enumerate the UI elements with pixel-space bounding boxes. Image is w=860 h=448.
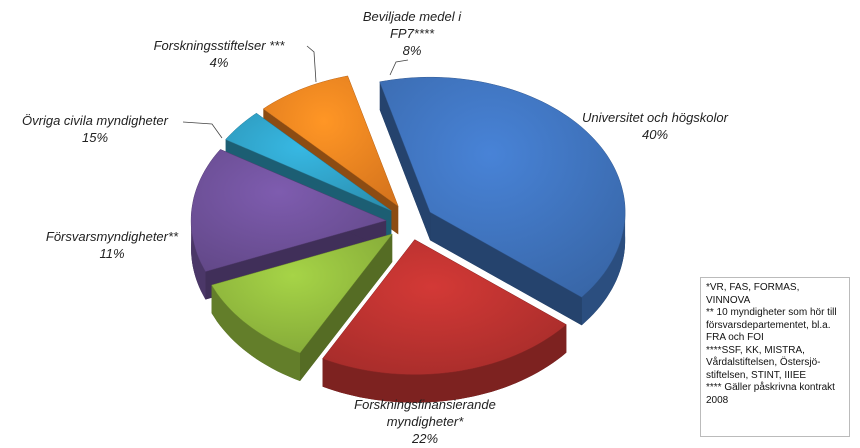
slice-wall [379,81,431,241]
value-label: 40% [641,127,669,142]
value-label: 4% [209,55,229,70]
footnote: ** 10 myndigheter som hör till försvarsd… [706,307,837,343]
category-label: Universitet och högskolor [582,110,728,125]
footnotes: *VR, FAS, FORMAS, VINNOVA ** 10 myndighet… [700,277,850,437]
slice-label: Beviljade medel i FP7**** 8% [355,8,470,59]
value-label: 22% [411,431,439,446]
slice-top [322,239,567,375]
slice-top [379,76,626,298]
footnote: *VR, FAS, FORMAS, VINNOVA [706,282,800,306]
value-label: 15% [81,130,109,145]
slice-side [211,285,300,381]
slice-label: Forskningsfinansierande myndigheter* 22% [320,396,530,447]
footnote: **** Gäller påskrivna kontrakt 2008 [706,382,835,406]
leader-line [389,59,409,76]
slice-wall [300,234,393,381]
slices [190,75,626,403]
value-label: 11% [99,246,125,261]
slice-top [262,75,399,207]
category-label: Övriga civila myndigheter [22,113,168,128]
slice-top [190,149,387,272]
slice [379,76,626,326]
slice-top [225,112,392,211]
category-label: Beviljade medel i FP7**** [362,9,462,41]
category-label: Forskningsfinansierande myndigheter* [354,397,496,429]
leader-line [182,121,223,139]
slice-wall [430,212,582,326]
slice-label: Universitet och högskolor 40% [560,109,750,143]
value-label: 8% [402,43,422,58]
slice-label: Försvarsmyndigheter** 11% [12,228,212,262]
slice [322,239,567,403]
slice-side [322,324,567,403]
slice-top [211,233,393,354]
category-label: Försvarsmyndigheter** [45,229,179,244]
leader-line [306,45,317,83]
slice-side [191,220,206,300]
slice [211,233,393,381]
slice-side [581,212,626,326]
footnote: ****SSF, KK, MISTRA, Vårdalstiftelsen, Ö… [706,344,821,381]
category-label: Forskningsstiftelser *** [153,38,285,53]
slice-label: Forskningsstiftelser *** 4% [119,37,319,71]
slice-label: Övriga civila myndigheter 15% [0,112,195,146]
